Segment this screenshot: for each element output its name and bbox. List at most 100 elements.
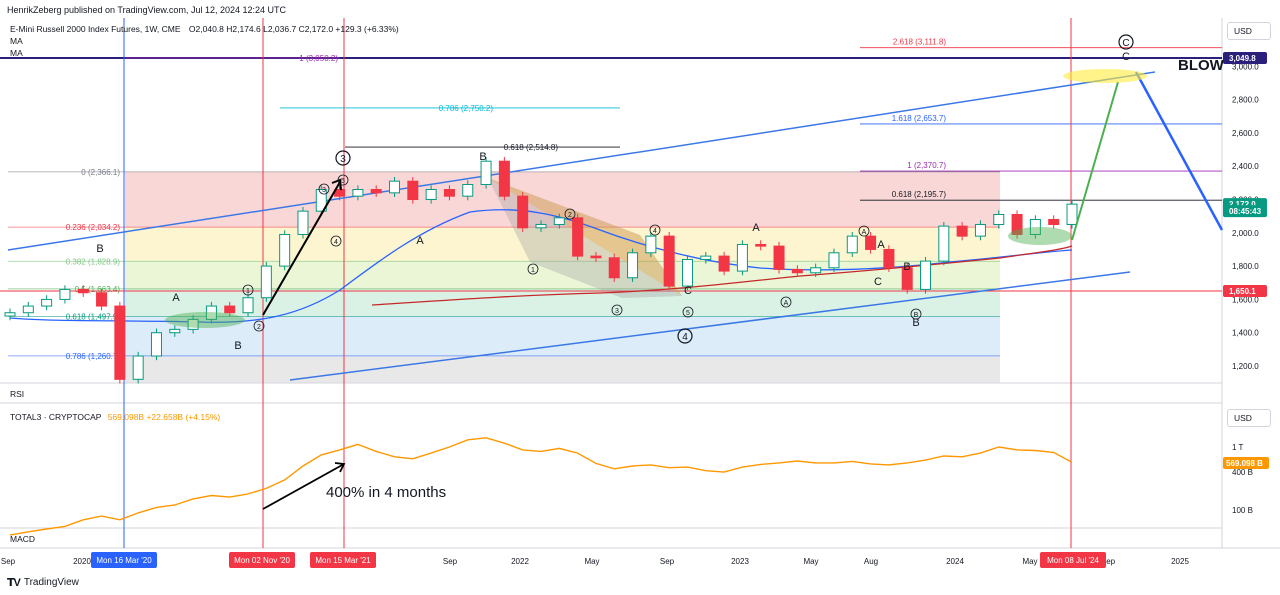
circled-wave-marker <box>682 306 694 318</box>
candle-body <box>407 180 419 200</box>
time-badge-label: Mon 15 Mar '21 <box>315 556 371 565</box>
circled-wave-label: 1 <box>246 288 250 295</box>
currency-button-main[interactable]: USD <box>1227 22 1271 40</box>
total3-line <box>9 437 1073 536</box>
price-badge <box>1223 285 1267 298</box>
candle-body <box>810 267 822 274</box>
candle-body <box>59 288 71 300</box>
candle-body <box>205 305 217 320</box>
wave-label: B <box>903 261 910 273</box>
candle-body <box>297 210 309 235</box>
macd-label[interactable]: MACD <box>10 534 36 544</box>
fib-zone-5 <box>125 355 1000 383</box>
circled-wave-label: 4 <box>653 228 657 235</box>
rsi-label[interactable]: RSI <box>10 389 25 399</box>
ma-red <box>371 245 1073 306</box>
circled-wave-label: A <box>784 300 789 307</box>
candle-body <box>352 189 364 197</box>
wave-label: B <box>96 243 103 255</box>
candle-body <box>627 252 639 279</box>
candle-body <box>736 243 748 272</box>
tradingview-logo[interactable]: ꓔV TradingView <box>7 576 79 589</box>
candle-body <box>187 318 199 330</box>
time-tick-label: 2022 <box>511 557 529 566</box>
gain-arrow <box>262 463 345 510</box>
candle-body <box>993 213 1005 225</box>
candle-body <box>1029 218 1041 235</box>
currency-button-lower[interactable]: USD <box>1227 409 1271 427</box>
price-tick-label: 2,600.0 <box>1232 129 1259 138</box>
wave-label: A <box>172 292 180 304</box>
candle-body <box>96 292 108 307</box>
circled-wave-label: 3 <box>322 187 326 194</box>
wave-label: A <box>752 222 760 234</box>
time-tick-label: 2025 <box>1171 557 1189 566</box>
candle-body <box>663 235 675 287</box>
lower-badge-label: 569.098 B <box>1226 459 1263 468</box>
circled-wave-marker <box>910 308 922 320</box>
time-tick-label: May <box>1022 557 1037 566</box>
time-tick-label: Sep <box>1101 557 1116 566</box>
circled-wave-marker <box>337 174 349 186</box>
candle-body <box>169 328 181 334</box>
candle-body <box>572 217 584 257</box>
circled-wave-label: 2 <box>257 324 261 331</box>
candle-body <box>41 298 53 307</box>
time-badge <box>91 552 157 568</box>
fib-ext-right-label: 0.618 (2,195.7) <box>892 190 947 199</box>
tradingview-mark-icon: ꓔV <box>7 577 21 589</box>
price-badge <box>1223 52 1267 65</box>
total3-header[interactable]: TOTAL3 · CRYPTOCAP 569.098B +22.658B (+4… <box>10 412 220 422</box>
candle-body <box>608 257 620 279</box>
lower-tick-label: 100 B <box>1232 506 1253 515</box>
price-tick-label: 2,000.0 <box>1232 229 1259 238</box>
fib-ext-label: 0.786 (2,750.2) <box>439 104 494 113</box>
price-tick-label: 1,200.0 <box>1232 362 1259 371</box>
fib-level-label: 0.5 (1,663.4) <box>75 285 121 294</box>
circled-wave-marker <box>527 263 539 275</box>
candle-body <box>645 235 657 254</box>
fib-ext-label: 1 (3,050.2) <box>299 54 338 63</box>
candle-body <box>22 305 34 314</box>
candle-body <box>389 180 401 194</box>
lower-tick-label: 400 B <box>1232 468 1253 477</box>
circled-wave-label: B <box>914 312 919 319</box>
price-badge-label: 1,650.1 <box>1229 287 1256 296</box>
circled-wave-label: A <box>862 229 867 236</box>
price-badge-label: 08:45:43 <box>1229 207 1262 216</box>
circled-wave-label: 3 <box>615 308 619 315</box>
time-badge-label: Mon 08 Jul '24 <box>1047 556 1099 565</box>
fib-level-label: 0.382 (1,828.9) <box>66 257 121 266</box>
candle-body <box>279 233 291 267</box>
symbol-ohlc: O2,040.8 H2,174.6 L2,036.7 C2,172.0 +129… <box>188 24 399 34</box>
price-tick-label: 3,000.0 <box>1232 62 1259 71</box>
wave-highlight <box>1008 227 1072 245</box>
fib-level-label: 0.786 (1,260.7) <box>66 352 121 361</box>
impulse-arrow <box>262 181 341 316</box>
circled-wave-marker <box>318 183 330 195</box>
price-tick-label: 2,800.0 <box>1232 96 1259 105</box>
circled-wave-marker <box>611 304 623 316</box>
fib-level-label: 0 (2,366.1) <box>81 168 120 177</box>
projection-down <box>1134 71 1224 231</box>
wave-highlight <box>165 312 245 328</box>
candle-body <box>77 288 89 294</box>
gain-annotation: 400% in 4 months <box>326 484 446 501</box>
candle-body <box>1048 218 1060 225</box>
price-tick-label: 1,400.0 <box>1232 329 1259 338</box>
wave-label: C <box>874 276 882 288</box>
candle-body <box>718 255 730 272</box>
ma-indicator-1[interactable]: MA <box>10 36 23 46</box>
channel-lower <box>289 271 1131 381</box>
candle-body <box>480 160 492 186</box>
time-badge <box>1040 552 1106 568</box>
ma-indicator-2[interactable]: MA <box>10 48 23 58</box>
circled-wave-label: 5 <box>686 310 690 317</box>
candle-body <box>865 235 877 250</box>
candle-body <box>791 268 803 274</box>
circled-wave-marker <box>330 235 342 247</box>
candle-body <box>315 189 327 212</box>
candle-body <box>370 189 382 194</box>
circled-wave-marker <box>564 208 576 220</box>
candle-body <box>828 252 840 269</box>
